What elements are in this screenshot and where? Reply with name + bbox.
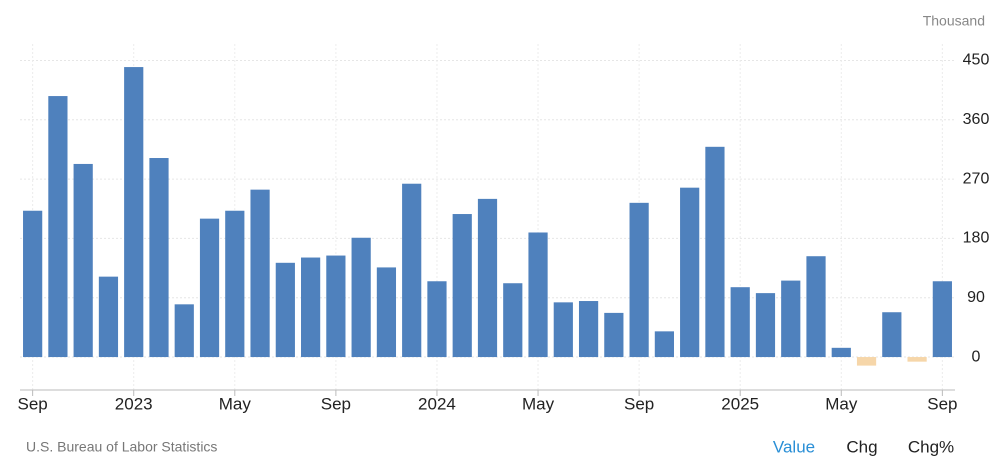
bar: [124, 67, 144, 358]
bar: [351, 237, 371, 358]
x-tick-label: May: [825, 394, 858, 413]
bar: [427, 281, 447, 358]
bar: [48, 96, 68, 358]
bar: [730, 287, 750, 358]
bar: [376, 267, 397, 358]
bar: [73, 163, 93, 358]
bar: [629, 202, 649, 358]
button-value[interactable]: Value: [773, 437, 815, 456]
bar: [831, 347, 851, 358]
unit-label: Thousand: [923, 13, 985, 29]
bar: [98, 276, 119, 358]
y-tick-label: 360: [963, 111, 990, 128]
y-tick-label: 180: [963, 230, 990, 247]
x-tick-label: 2024: [418, 394, 456, 413]
bar: [680, 187, 700, 358]
bar: [553, 302, 573, 358]
bar: [149, 158, 169, 358]
bar: [604, 312, 624, 358]
bar: [528, 232, 548, 358]
bar: [856, 357, 877, 366]
bar: [477, 198, 498, 358]
bar: [755, 293, 776, 358]
bar: [654, 331, 674, 358]
bar: [174, 304, 194, 358]
x-tick-label: Sep: [624, 394, 654, 413]
bar: [225, 210, 245, 358]
bar: [705, 146, 725, 358]
button-chg-pct[interactable]: Chg%: [908, 437, 954, 456]
y-tick-label: 0: [972, 348, 981, 365]
bar: [250, 189, 270, 358]
bar: [199, 218, 220, 358]
bar: [578, 301, 599, 358]
bar: [806, 256, 826, 358]
bar: [452, 214, 472, 358]
source: U.S. Bureau of Labor Statistics: [26, 439, 217, 455]
x-tick-label: 2023: [115, 394, 153, 413]
button-chg[interactable]: Chg: [846, 437, 877, 456]
bar: [23, 210, 43, 358]
x-tick-label: Sep: [18, 394, 48, 413]
x-tick-label: Sep: [321, 394, 351, 413]
bar: [275, 262, 295, 358]
bar: [907, 357, 927, 362]
x-tick-label: Sep: [927, 394, 957, 413]
bar: [882, 312, 902, 358]
bar: [301, 257, 321, 358]
y-tick-label: 270: [963, 170, 990, 187]
x-tick-label: May: [522, 394, 555, 413]
bar: [503, 283, 523, 358]
x-tick-label: May: [219, 394, 252, 413]
bar: [781, 280, 801, 358]
bar: [326, 255, 346, 358]
bar: [402, 183, 422, 358]
y-tick-label: 450: [963, 52, 990, 69]
y-tick-label: 90: [967, 289, 985, 306]
x-tick-label: 2025: [721, 394, 759, 413]
bar: [932, 281, 952, 358]
